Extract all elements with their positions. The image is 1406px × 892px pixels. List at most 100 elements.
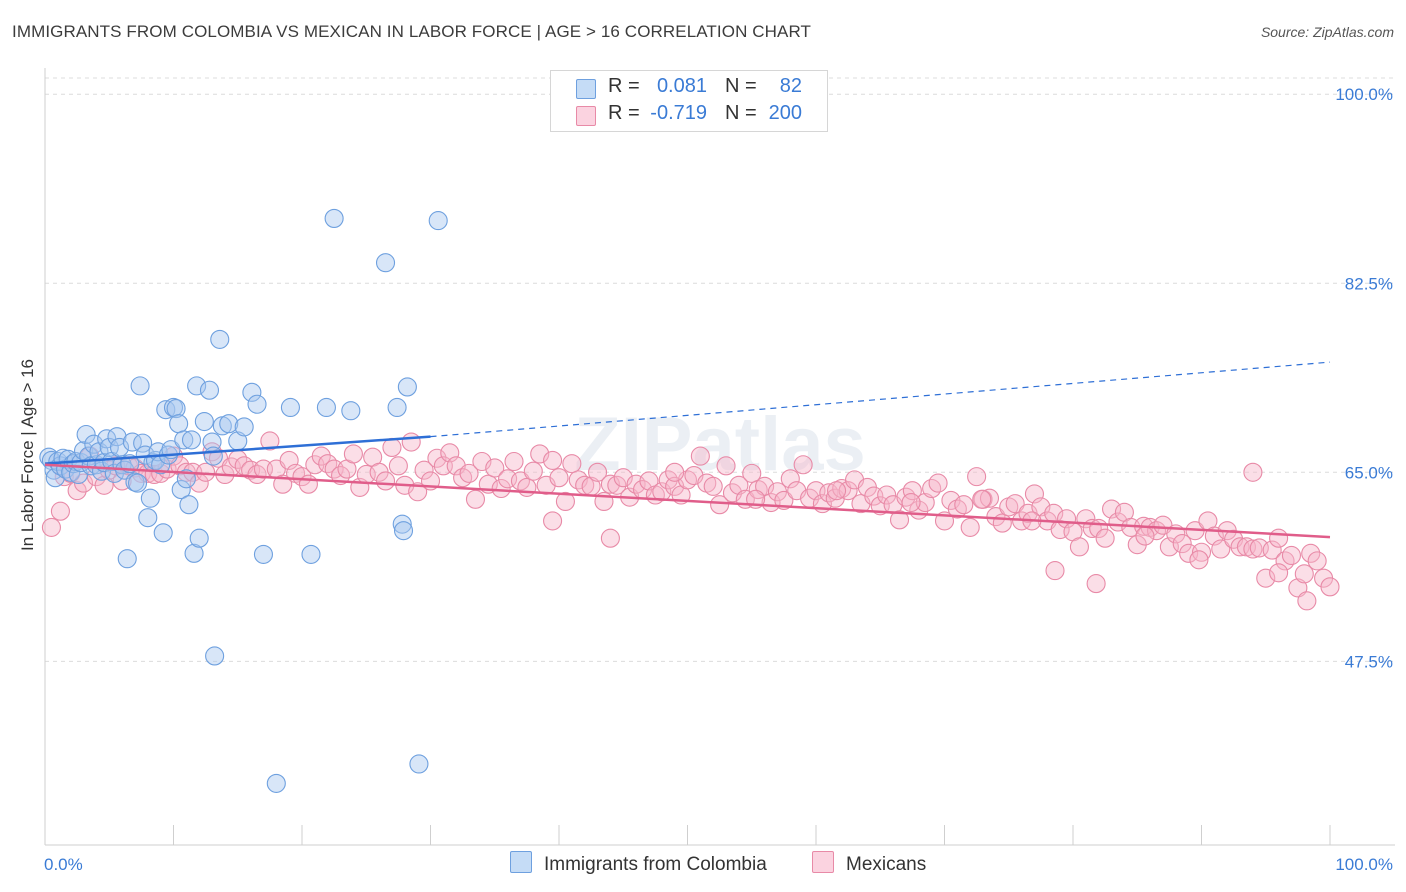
data-point [1086,574,1106,594]
data-point [392,514,412,534]
data-point [266,773,286,793]
legend-r-label: R = [608,102,640,124]
data-point [1301,543,1321,563]
data-point [74,441,94,461]
data-point [1189,550,1209,570]
data-point [549,468,569,488]
data-point [742,463,762,483]
data-point [194,411,214,432]
data-point [1307,551,1327,571]
data-point [1262,540,1282,560]
data-point [219,414,239,434]
legend-n-value: 82 [779,75,802,97]
data-point [1045,561,1065,581]
data-point [41,517,61,537]
data-point [652,482,672,502]
data-point [397,377,417,397]
data-point [1256,568,1276,588]
data-point [1297,591,1317,611]
data-point [979,488,1000,508]
data-point [130,376,150,396]
data-point [273,474,293,494]
bottom-legend-mexicans: Mexicans [812,851,926,877]
legend-r-label: R = [608,75,640,97]
chart-title: IMMIGRANTS FROM COLOMBIA VS MEXICAN IN L… [12,22,812,41]
data-point [280,397,300,418]
data-point [414,460,434,480]
data-point [827,481,847,501]
data-point [341,401,361,421]
data-point [543,450,563,470]
data-point [292,467,312,487]
data-point [491,478,511,499]
data-point [375,471,396,491]
data-point [703,476,723,496]
data-point [298,474,318,494]
legend-n-label: N = [725,102,757,124]
data-point [76,424,96,445]
y-tick-label: 65.0% [1345,463,1393,482]
legend-swatch-mexicans [576,106,596,126]
data-point [755,476,775,496]
data-point [1288,578,1308,598]
data-point [819,483,839,503]
y-tick-labels: 100.0% 82.5% 65.0% 47.5% [1335,85,1393,671]
x-tick-labels: 0.0% 100.0% [44,855,1393,874]
data-point [393,521,414,541]
data-point [388,456,408,476]
trend-line-mexicans [44,463,1331,539]
stats-legend: R = 0.081 N = 82 R = -0.719 N = 200 [550,70,828,132]
data-point [928,473,948,493]
data-point [324,208,344,228]
data-point [607,475,627,495]
trend-line-colombia [44,435,431,465]
data-point [716,456,736,476]
data-point [138,508,158,528]
data-point [877,485,897,505]
data-point [690,446,710,466]
data-point [838,481,858,501]
data-point [485,458,505,478]
data-point [665,462,685,482]
data-point [242,382,262,402]
y-tick-label: 47.5% [1345,652,1393,671]
trend-line-colombia-extension [430,361,1331,438]
data-point [1281,545,1301,566]
data-point [316,397,336,418]
bottom-legend-label-colombia: Immigrants from Colombia [544,854,767,875]
data-point [176,469,196,489]
data-point [301,544,321,564]
data-point [600,528,620,548]
data-point [184,543,204,563]
data-point [203,446,223,466]
x-tick-label: 100.0% [1335,855,1393,874]
data-point [169,414,189,434]
legend-row-mexicans: R = -0.719 N = 200 [551,102,827,128]
data-point [253,544,274,564]
data-point [1095,528,1115,548]
data-point [174,430,194,450]
data-point [504,451,524,472]
bottom-legend-label-mexicans: Mexicans [846,854,927,875]
data-point [710,495,730,515]
y-tick-label: 82.5% [1345,274,1393,293]
data-point [153,523,173,543]
data-point [793,455,813,475]
data-point [67,481,87,501]
data-point [318,454,338,474]
data-point [729,475,749,495]
y-tick-label: 100.0% [1335,85,1393,104]
data-point [179,495,199,515]
bottom-legend-swatch-colombia [510,851,532,873]
data-point [50,501,70,521]
data-point [199,380,220,400]
data-point [260,431,280,451]
legend-row-colombia: R = 0.081 N = 82 [551,75,827,101]
data-point [427,448,447,468]
bottom-legend-swatch-mexicans [812,851,834,873]
data-point [156,400,176,420]
data-point [408,482,428,502]
data-point [1275,551,1295,571]
data-point [922,478,942,499]
